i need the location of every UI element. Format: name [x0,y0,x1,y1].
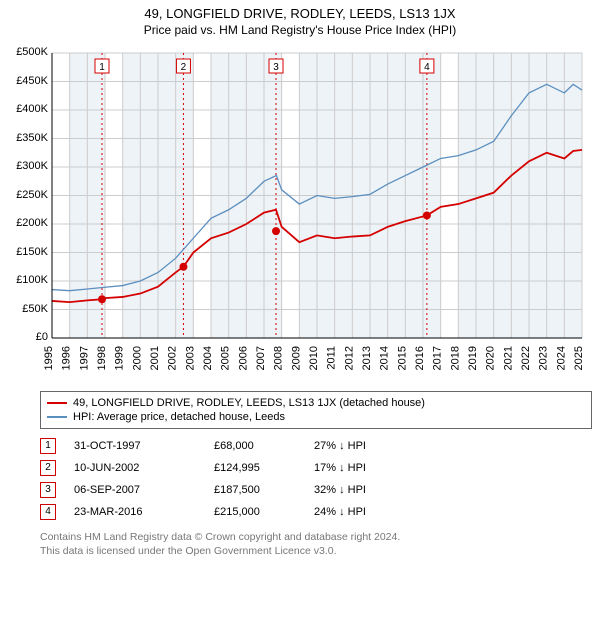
svg-text:2005: 2005 [220,346,232,370]
tx-marker-num: 3 [40,482,56,498]
y-axis-label: £350K [16,132,48,144]
table-row: 4 23-MAR-2016£215,00024% ↓ HPI [40,501,580,523]
svg-text:1: 1 [99,62,105,73]
svg-text:2025: 2025 [573,346,585,370]
tx-price: £68,000 [214,440,314,452]
svg-text:2006: 2006 [237,346,249,370]
y-axis-label: £250K [16,189,48,201]
svg-text:2009: 2009 [290,346,302,370]
y-axis-label: £200K [16,217,48,229]
y-axis-label: £100K [16,274,48,286]
y-axis-label: £500K [16,46,48,58]
tx-date: 31-OCT-1997 [74,440,214,452]
y-axis-label: £400K [16,103,48,115]
svg-text:2016: 2016 [414,346,426,370]
svg-text:2015: 2015 [396,346,408,370]
legend-swatch [47,402,67,404]
table-row: 2 10-JUN-2002£124,99517% ↓ HPI [40,457,580,479]
page-subtitle: Price paid vs. HM Land Registry's House … [0,23,600,37]
chart-area: 1 2 3 4 1995 1996 1997 1998 1999 2000 2001 2002 2003… [40,43,600,383]
svg-text:2008: 2008 [273,346,285,370]
tx-diff: 17% ↓ HPI [314,462,434,474]
svg-text:2019: 2019 [467,346,479,370]
svg-text:1998: 1998 [96,346,108,370]
svg-text:2024: 2024 [555,346,567,370]
legend-label: 49, LONGFIELD DRIVE, RODLEY, LEEDS, LS13… [73,397,425,409]
table-row: 1 31-OCT-1997£68,00027% ↓ HPI [40,435,580,457]
svg-text:2004: 2004 [202,346,214,370]
svg-text:2001: 2001 [149,346,161,370]
legend-label: HPI: Average price, detached house, Leed… [73,411,285,423]
table-row: 3 06-SEP-2007£187,50032% ↓ HPI [40,479,580,501]
svg-text:2014: 2014 [379,346,391,370]
svg-text:2018: 2018 [449,346,461,370]
svg-text:2002: 2002 [167,346,179,370]
legend-row: 49, LONGFIELD DRIVE, RODLEY, LEEDS, LS13… [47,396,585,410]
footer-line2: This data is licensed under the Open Gov… [40,545,580,559]
tx-diff: 27% ↓ HPI [314,440,434,452]
svg-text:2017: 2017 [432,346,444,370]
svg-text:2003: 2003 [184,346,196,370]
tx-diff: 32% ↓ HPI [314,484,434,496]
legend-swatch [47,416,67,417]
svg-text:2013: 2013 [361,346,373,370]
tx-price: £124,995 [214,462,314,474]
chart-svg: 1 2 3 4 1995 1996 1997 1998 1999 2000 2001 2002 2003… [40,43,600,383]
tx-date: 06-SEP-2007 [74,484,214,496]
svg-text:2021: 2021 [502,346,514,370]
tx-marker-num: 4 [40,504,56,520]
svg-text:1996: 1996 [61,346,73,370]
svg-text:2: 2 [181,62,187,73]
svg-text:3: 3 [273,62,279,73]
legend-box: 49, LONGFIELD DRIVE, RODLEY, LEEDS, LS13… [40,391,592,429]
page-title: 49, LONGFIELD DRIVE, RODLEY, LEEDS, LS13… [0,6,600,21]
transaction-table: 1 31-OCT-1997£68,00027% ↓ HPI 2 10-JUN-2002… [40,435,580,523]
tx-diff: 24% ↓ HPI [314,506,434,518]
svg-text:2011: 2011 [326,346,338,370]
tx-marker-num: 1 [40,438,56,454]
y-axis-label: £50K [22,303,48,315]
y-axis-label: £0 [36,331,48,343]
svg-text:4: 4 [424,62,430,73]
svg-text:2010: 2010 [308,346,320,370]
y-axis-label: £450K [16,75,48,87]
svg-text:1999: 1999 [114,346,126,370]
svg-text:2007: 2007 [255,346,267,370]
svg-text:2000: 2000 [131,346,143,370]
tx-marker-num: 2 [40,460,56,476]
y-axis-label: £150K [16,246,48,258]
tx-date: 23-MAR-2016 [74,506,214,518]
footer-attribution: Contains HM Land Registry data © Crown c… [40,531,580,558]
svg-text:2020: 2020 [485,346,497,370]
tx-price: £215,000 [214,506,314,518]
legend-row: HPI: Average price, detached house, Leed… [47,410,585,424]
tx-price: £187,500 [214,484,314,496]
svg-text:2022: 2022 [520,346,532,370]
svg-text:1995: 1995 [43,346,55,370]
footer-line1: Contains HM Land Registry data © Crown c… [40,531,580,545]
svg-text:1997: 1997 [78,346,90,370]
svg-text:2023: 2023 [538,346,550,370]
y-axis-label: £300K [16,160,48,172]
tx-date: 10-JUN-2002 [74,462,214,474]
svg-text:2012: 2012 [343,346,355,370]
